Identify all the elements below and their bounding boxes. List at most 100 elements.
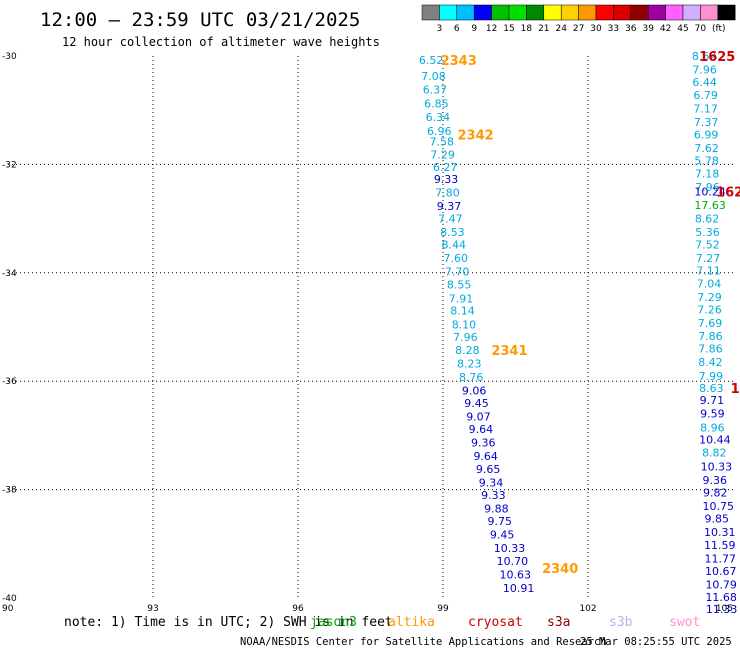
wave-height-value: 7.99 <box>699 370 724 383</box>
color-swatch <box>508 4 527 21</box>
color-swatch <box>665 4 684 21</box>
color-scale-tick: 42 <box>660 24 671 34</box>
wave-height-value: 7.37 <box>694 116 719 129</box>
wave-height-value: 9.37 <box>437 200 462 213</box>
wave-height-value: 9.33 <box>481 489 506 502</box>
wave-height-value: 7.60 <box>443 252 468 265</box>
wave-height-value: 6.79 <box>693 89 718 102</box>
wave-height-value: 7.62 <box>694 142 719 155</box>
satellite-label-cryosat: cryosat <box>468 615 523 630</box>
wave-height-value: 6.96 <box>427 125 452 138</box>
wave-height-value: 6.34 <box>426 111 451 124</box>
y-tick-label: -40 <box>2 594 17 604</box>
wave-height-value: 10.63 <box>500 569 532 582</box>
color-scale-tick: 6 <box>454 24 460 34</box>
y-tick-label: -38 <box>2 486 17 496</box>
wave-height-value: 9.06 <box>462 384 487 397</box>
color-scale-tick: 3 <box>437 24 443 34</box>
wave-height-value: 8.28 <box>455 344 480 357</box>
wave-height-value: 11.68 <box>705 591 737 604</box>
color-scale-tick: 18 <box>521 24 533 34</box>
x-tick-label: 93 <box>147 604 158 614</box>
wave-height-value: 7.26 <box>697 304 722 317</box>
wave-height-value: 7.58 <box>429 136 454 149</box>
wave-height-value: 5.36 <box>695 226 720 239</box>
wave-height-value: 6.27 <box>433 161 458 174</box>
pass-number-label: 1624 <box>716 186 740 201</box>
color-swatch <box>647 4 666 21</box>
wave-height-value: 9.59 <box>700 408 725 421</box>
color-swatch <box>717 4 736 21</box>
satellite-label-altika: altika <box>388 615 435 630</box>
wave-height-value: 6.37 <box>423 84 448 97</box>
wave-height-value: 11.33 <box>706 603 738 616</box>
wave-height-value: 9.34 <box>479 477 504 490</box>
wave-height-value: 9.64 <box>469 423 494 436</box>
wave-height-value: 8.14 <box>450 305 475 318</box>
color-swatch <box>595 4 614 21</box>
wave-height-value: 7.47 <box>438 213 463 226</box>
color-swatch <box>456 4 475 21</box>
pass-number-label: 2341 <box>491 344 527 359</box>
wave-height-value: 5.78 <box>694 155 719 168</box>
pass-number-label: 1625 <box>699 50 735 65</box>
wave-height-value: 6.85 <box>424 98 449 111</box>
x-tick-label: 102 <box>579 604 596 614</box>
color-scale-tick: 12 <box>486 24 497 34</box>
observation-values: 6.527.086.376.856.346.967.587.296.279.33… <box>419 50 738 616</box>
wave-height-value: 8.62 <box>695 213 720 226</box>
wave-height-value: 11.59 <box>704 539 736 552</box>
wave-height-value: 8.44 <box>442 239 467 252</box>
pass-number-label: 2342 <box>458 129 494 144</box>
wave-height-value: 10.44 <box>699 434 731 447</box>
wave-height-value: 7.86 <box>698 343 723 356</box>
wave-height-value: 9.64 <box>473 450 498 463</box>
wave-height-value: 9.88 <box>484 503 509 516</box>
wave-height-value: 8.10 <box>452 318 477 331</box>
color-swatch <box>682 4 701 21</box>
wave-height-value: 8.53 <box>440 226 465 239</box>
pass-number-label: 16 <box>731 382 740 397</box>
map-title: 12:00 – 23:59 UTC 03/21/2025 <box>40 9 360 31</box>
wave-height-value: 7.91 <box>449 292 474 305</box>
color-scale-legend: 3 6 9 12 15 18 21 24 27 30 33 36 39 42 45 70 <box>421 4 736 34</box>
color-swatch <box>421 4 440 21</box>
map-subtitle: 12 hour collection of altimeter wave hei… <box>62 35 380 49</box>
color-scale-tick: 30 <box>590 24 602 34</box>
color-swatch <box>630 4 649 21</box>
wave-height-value: 9.82 <box>703 486 728 499</box>
wave-height-value: 9.07 <box>466 410 491 423</box>
wave-height-value: 9.45 <box>464 397 489 410</box>
wave-height-value: 7.11 <box>696 265 721 278</box>
y-tick-label: -34 <box>2 269 17 279</box>
pass-labels: 2343 2342 2341 2340 1625 1624 16 <box>441 50 740 577</box>
wave-height-value: 7.29 <box>697 291 722 304</box>
wave-height-value: 8.23 <box>457 357 482 370</box>
pass-number-label: 2340 <box>542 562 578 577</box>
wave-height-value: 8.63 <box>699 382 724 395</box>
wave-height-value: 9.33 <box>434 173 459 186</box>
satellite-legend: altika cryosat s3a s3b swot <box>388 615 700 630</box>
satellite-label-jason3: jason3 <box>310 615 357 630</box>
wave-height-value: 17.63 <box>694 199 726 212</box>
wave-height-value: 7.80 <box>435 187 460 200</box>
satellite-label-s3b: s3b <box>609 615 633 630</box>
pass-number-label: 2343 <box>441 54 477 69</box>
color-swatch <box>439 4 458 21</box>
color-swatch <box>578 4 597 21</box>
color-swatch <box>560 4 579 21</box>
wave-height-value: 11.77 <box>704 552 736 565</box>
lat-lon-grid <box>8 56 733 598</box>
wave-height-value: 7.69 <box>698 317 723 330</box>
wave-height-value: 8.76 <box>459 371 484 384</box>
color-swatch <box>491 4 510 21</box>
color-scale-tick: 27 <box>573 24 584 34</box>
wave-height-value: 10.91 <box>503 582 535 595</box>
color-swatch <box>526 4 545 21</box>
color-swatch <box>543 4 562 21</box>
wave-height-value: 10.75 <box>703 500 735 513</box>
wave-height-value: 9.85 <box>704 512 729 525</box>
color-swatch <box>473 4 492 21</box>
footer-note: note: 1) Time is in UTC; 2) SWH is in fe… <box>64 615 393 630</box>
